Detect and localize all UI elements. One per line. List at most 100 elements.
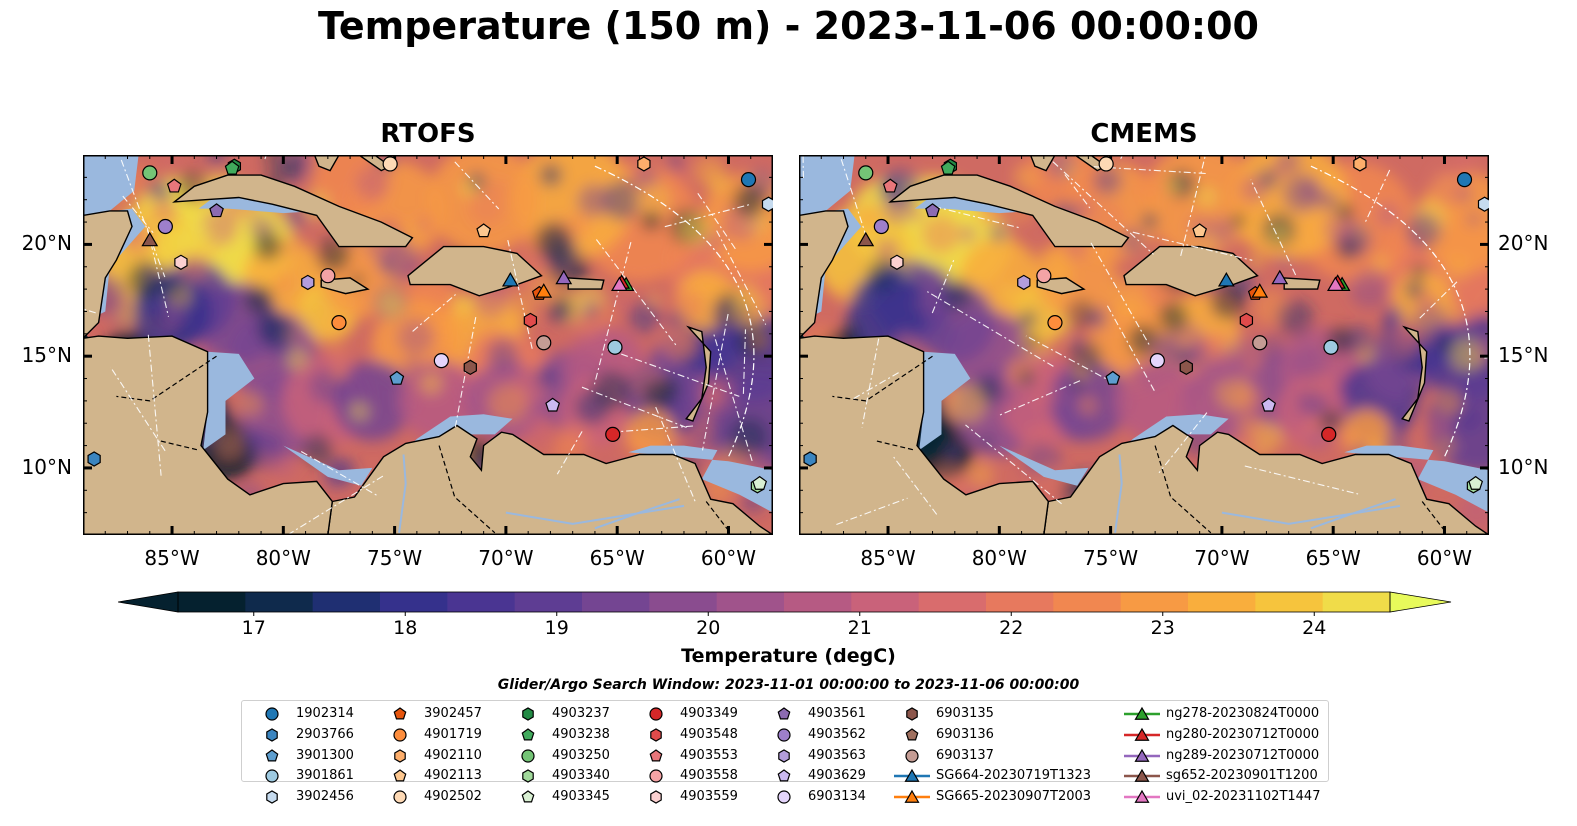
temperature-eddy [163,278,182,297]
temperature-eddy [1277,299,1315,337]
platform-marker-4903558 [320,268,336,284]
eez-boundary [1158,412,1208,474]
colorbar-segment [447,592,516,612]
temperature-eddy [486,338,519,371]
legend-circle-marker [777,728,791,742]
temperature-eddy [401,357,423,379]
temperature-eddy [1166,178,1182,194]
temperature-eddy [627,300,662,335]
legend-hexagon-marker [522,707,534,721]
eez-boundary [701,313,729,451]
legend-argo-symbol [777,769,791,782]
eez-boundary [595,239,678,348]
platform-marker-sg664-20230719t1323 [1217,271,1235,287]
legend-label: 4903559 [680,789,738,805]
legend-glider-symbol [1124,789,1160,804]
legend-label: ng278-20230824T0000 [1166,706,1320,721]
eez-boundary [593,241,632,385]
legend-argo-symbol [265,769,279,783]
map-frame [83,155,773,535]
lon-tick-label: 60°W [700,546,757,570]
colorbar-segment [986,592,1054,612]
temperature-eddy [942,279,973,310]
legend-argo-symbol [266,728,278,742]
legend-glider-symbol [1124,748,1160,762]
lon-tick-label: 80°W [255,546,311,570]
eez-boundary [606,348,740,397]
temperature-eddy [1445,304,1463,322]
colorbar [118,591,1452,616]
colorbar-tick-label: 21 [847,617,872,639]
country-border [876,440,915,451]
legend-argo-symbol [265,707,279,721]
temperature-eddy [1375,202,1401,228]
platform-marker-3901861 [607,339,623,355]
shelf-region [919,351,971,451]
land-lesser [1401,325,1428,422]
legend-argo-symbol [650,728,662,742]
legend-glider-symbol [1124,706,1160,720]
platform-marker-4903561 [209,203,224,218]
colorbar-extend-low [118,591,179,613]
legend-argo-symbol [393,728,407,742]
temperature-eddy [1072,336,1086,350]
eez-boundary [1310,165,1471,458]
legend-hexagon-marker [778,748,790,763]
platform-marker-6903137 [536,335,552,351]
eez-boundary [110,366,166,452]
temperature-eddy [614,296,628,310]
temperature-eddy [632,180,672,219]
temperature-eddy [1093,166,1122,196]
platform-marker-4903345 [752,475,768,490]
temperature-eddy [1216,375,1252,411]
legend-label: 4903558 [680,768,738,784]
temperature-eddy [1039,386,1061,407]
legend-triangle-marker [1134,769,1150,783]
eez-boundary [852,372,899,400]
platform-marker-1902314 [740,171,757,188]
lon-tick-label: 65°W [589,546,645,570]
legend-label: 4903548 [680,726,738,742]
temperature-eddy [1158,302,1188,332]
eez-boundary [716,230,767,325]
country-border [160,440,199,451]
search-window-text: Glider/Argo Search Window: 2023-11-01 00… [497,677,1080,693]
legend-pentagon-marker [521,790,535,803]
legend-hexagon-marker [650,790,662,804]
country-border [438,445,496,534]
legend-triangle-marker [1134,748,1150,762]
platform-marker-4902502 [1098,156,1114,172]
eez-boundary [1132,231,1253,261]
legend-hexagon-marker [522,769,534,784]
eez-boundary [1417,281,1458,321]
legend-argo-symbol [521,748,535,763]
temperature-eddy [1119,228,1145,254]
platform-marker-6903135 [1179,359,1193,376]
temperature-eddy [1272,163,1288,179]
colorbar-segment [1255,592,1324,612]
land-cuba [172,174,414,248]
temperature-eddy [666,155,684,172]
platform-marker-4902502 [382,156,398,172]
legend-argo-symbol [778,748,790,763]
temperature-eddy [919,314,956,352]
eez-boundary [507,239,533,349]
figure-title: Temperature (150 m) - 2023-11-06 00:00:0… [317,4,1259,48]
platform-marker-4903548 [523,312,538,329]
temperature-eddy [550,303,568,322]
platform-marker-uvi_02-20231102t1447 [1327,276,1344,291]
temperature-eddy [1270,226,1287,243]
platform-marker-4903562 [157,218,173,235]
country-border [1154,445,1212,534]
temperature-eddy [1282,174,1322,213]
land-bahamas [1029,155,1056,172]
platform-marker-4902110 [637,156,651,172]
platform-marker-4903238 [224,160,240,175]
legend-argo-symbol [394,748,406,763]
colorbar-tick-label: 17 [241,617,266,639]
platform-marker-4903349 [1321,426,1337,443]
legend-label: 4903237 [552,706,610,721]
legend-argo-symbol [905,748,919,763]
legend-pentagon-marker [905,728,919,741]
lon-tick-label: 75°W [366,546,423,570]
